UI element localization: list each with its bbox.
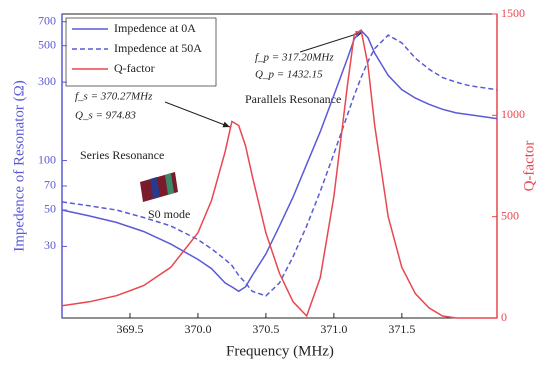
legend-label: Q-factor: [114, 61, 155, 75]
x-axis-title: Frequency (MHz): [226, 343, 334, 359]
annotation: Q_s = 974.83: [75, 110, 136, 122]
annotation: f_p = 317.20MHz: [255, 52, 334, 64]
x-tick-label: 371.0: [320, 322, 347, 336]
y-tick-label: 300: [38, 74, 56, 88]
x-tick-label: 369.5: [116, 322, 143, 336]
x-tick-label: 371.5: [388, 322, 415, 336]
y2-axis-title: Q-factor: [521, 141, 537, 192]
y-tick-label: 50: [44, 202, 56, 216]
series-line: [61, 29, 498, 293]
y2-tick-label: 1000: [501, 107, 525, 121]
annotation: Parallels Resonance: [245, 92, 341, 106]
annotation: Series Resonance: [80, 148, 164, 162]
annotation: f_s = 370.27MHz: [75, 91, 153, 103]
x-tick-label: 370.5: [252, 322, 279, 336]
annotation: Q_p = 1432.15: [255, 69, 323, 81]
series-line: [61, 29, 497, 319]
legend-label: Impedence at 50A: [114, 41, 202, 55]
y-tick-label: 30: [44, 238, 56, 252]
series-line: [61, 34, 498, 297]
y-tick-label: 70: [44, 178, 56, 192]
y2-tick-label: 0: [501, 310, 507, 324]
legend-label: Impedence at 0A: [114, 21, 196, 35]
y-tick-label: 100: [38, 152, 56, 166]
y2-tick-label: 500: [501, 208, 519, 222]
y-axis-title: Impedence of Resonator (Ω): [11, 80, 27, 252]
arrow: [164, 101, 231, 128]
y-tick-label: 500: [38, 37, 56, 51]
x-tick-label: 370.0: [184, 322, 211, 336]
y-tick-label: 700: [38, 13, 56, 27]
arrow: [299, 31, 364, 53]
y2-tick-label: 1500: [501, 6, 525, 20]
annotation: S0 mode: [148, 207, 190, 221]
s0-mode-icon: [140, 172, 178, 202]
